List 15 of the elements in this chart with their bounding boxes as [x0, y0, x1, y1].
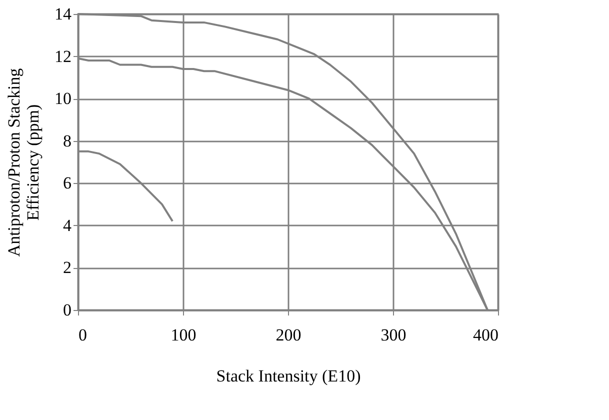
y-tick-label: 2 — [63, 258, 72, 278]
x-tick-label: 200 — [276, 326, 302, 344]
x-tick-label: 0 — [78, 326, 87, 344]
x-tick-label: 100 — [170, 326, 196, 344]
y-tick-label: 14 — [54, 4, 72, 24]
y-tick-label: 6 — [63, 174, 72, 193]
y-tick-label: 12 — [54, 46, 72, 66]
y-tick-label: 10 — [54, 89, 72, 108]
y-axis-title: Antiproton/Proton Stacking Efficiency (ppm) — [4, 68, 42, 257]
x-tick-label: 400 — [473, 326, 498, 344]
y-tick-label: 0 — [63, 300, 72, 320]
y-tick-label: 8 — [63, 131, 72, 150]
x-tick-label: 300 — [380, 326, 406, 344]
x-axis-title: Stack Intensity (E10) — [216, 366, 361, 386]
y-tick-label: 4 — [63, 216, 72, 235]
